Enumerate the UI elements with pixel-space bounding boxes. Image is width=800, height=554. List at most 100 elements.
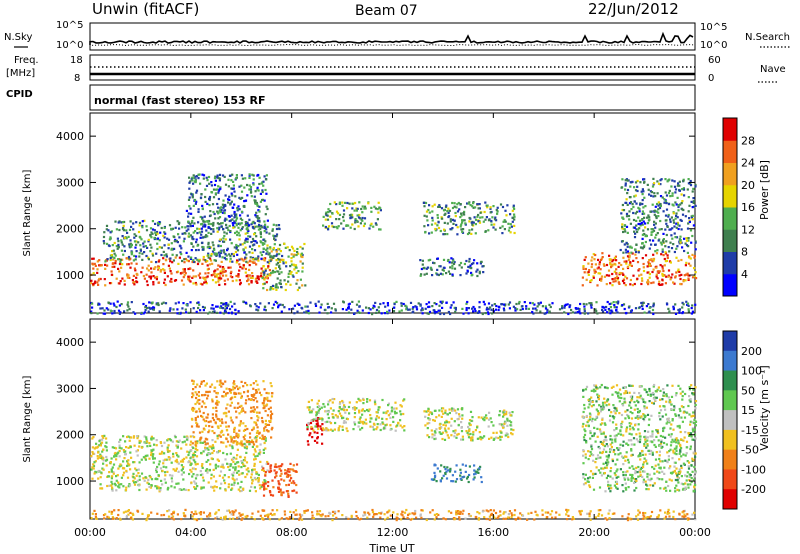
- power-echo-cell: [261, 276, 264, 279]
- power-echo-cell: [474, 223, 477, 226]
- velocity-echo-cell: [200, 436, 203, 439]
- velocity-echo-cell: [172, 468, 175, 471]
- power-echo-cell: [204, 225, 207, 228]
- power-echo-cell: [430, 223, 434, 226]
- power-echo-cell: [655, 233, 658, 236]
- power-echo-cell: [162, 268, 165, 271]
- velocity-echo-cell: [505, 432, 508, 435]
- velocity-echo-cell: [225, 407, 228, 410]
- power-echo-cell: [233, 203, 236, 206]
- power-echo-cell: [489, 206, 492, 209]
- power-echo-cell: [615, 306, 618, 309]
- velocity-echo-cell: [232, 385, 235, 388]
- power-echo-cell: [213, 177, 217, 180]
- velocity-echo-cell: [449, 467, 452, 470]
- power-echo-cell: [670, 185, 673, 188]
- power-echo-cell: [191, 176, 194, 179]
- velocity-echo-cell: [312, 429, 315, 432]
- velocity-echo-cell: [129, 436, 133, 439]
- power-echo-cell: [655, 216, 658, 220]
- velocity-echo-cell: [589, 415, 592, 418]
- power-echo-cell: [96, 281, 99, 284]
- power-echo-cell: [639, 203, 642, 206]
- velocity-echo-cell: [269, 420, 272, 423]
- power-echo-cell: [194, 230, 197, 233]
- power-echo-cell: [240, 222, 243, 225]
- power-echo-cell: [435, 303, 438, 306]
- power-echo-cell: [210, 191, 214, 194]
- power-echo-cell: [439, 265, 442, 268]
- power-echo-cell: [346, 201, 349, 205]
- power-echo-cell: [650, 243, 653, 246]
- power-echo-cell: [182, 283, 185, 286]
- velocity-echo-cell: [219, 435, 222, 438]
- power-echo-cell: [146, 307, 149, 310]
- power-echo-cell: [277, 257, 280, 261]
- power-echo-cell: [153, 229, 156, 232]
- velocity-echo-cell: [228, 388, 231, 391]
- power-echo-cell: [629, 283, 632, 286]
- power-echo-cell: [679, 282, 682, 286]
- power-echo-cell: [219, 311, 222, 314]
- velocity-echo-cell: [691, 438, 694, 441]
- power-echo-cell: [333, 201, 336, 204]
- power-echo-cell: [476, 268, 479, 271]
- velocity-echo-cell: [610, 445, 613, 449]
- power-echo-cell: [228, 253, 231, 256]
- power-echo-cell: [145, 229, 149, 232]
- velocity-echo-cell: [232, 471, 235, 474]
- power-echo-cell: [232, 224, 235, 227]
- power-echo-cell: [235, 279, 238, 282]
- velocity-echo-cell: [158, 452, 161, 455]
- velocity-echo-cell: [606, 462, 609, 466]
- power-echo-cell: [264, 309, 267, 312]
- power-echo-cell: [372, 225, 375, 228]
- velocity-echo-cell: [136, 437, 139, 440]
- power-echo-cell: [597, 272, 600, 275]
- power-echo-cell: [503, 303, 506, 306]
- velocity-echo-cell: [253, 458, 256, 461]
- power-echo-cell: [670, 276, 673, 279]
- power-echo-cell: [691, 304, 694, 307]
- velocity-echo-cell: [237, 402, 240, 405]
- velocity-echo-cell: [98, 444, 101, 447]
- power-echo-cell: [594, 263, 597, 266]
- power-echo-cell: [622, 273, 625, 276]
- velocity-echo-cell: [639, 458, 642, 461]
- power-echo-cell: [120, 221, 123, 224]
- velocity-echo-cell: [353, 421, 356, 424]
- velocity-echo-cell: [180, 464, 183, 467]
- velocity-echo-cell: [115, 479, 118, 482]
- power-echo-cell: [111, 265, 114, 268]
- power-echo-cell: [587, 273, 590, 276]
- power-echo-cell: [666, 180, 669, 183]
- power-echo-cell: [543, 312, 546, 315]
- velocity-echo-cell: [479, 435, 482, 439]
- velocity-echo-cell: [368, 399, 372, 402]
- power-echo-cell: [156, 237, 160, 240]
- velocity-echo-cell: [587, 406, 590, 409]
- power-echo-cell: [137, 241, 140, 244]
- power-echo-cell: [266, 244, 269, 247]
- power-echo-cell: [681, 312, 684, 315]
- power-echo-cell: [255, 308, 258, 311]
- power-echo-cell: [692, 200, 695, 203]
- power-echo-cell: [279, 250, 282, 253]
- power-echo-cell: [232, 226, 235, 229]
- power-echo-cell: [663, 257, 666, 261]
- power-echo-cell: [265, 231, 268, 234]
- power-echo-cell: [370, 210, 373, 213]
- power-echo-cell: [277, 224, 281, 227]
- power-echo-cell: [121, 227, 125, 230]
- power-echo-cell: [692, 201, 695, 204]
- velocity-echo-cell: [215, 480, 218, 483]
- velocity-echo-cell: [265, 398, 268, 401]
- velocity-echo-cell: [316, 402, 319, 405]
- power-echo-cell: [632, 218, 636, 222]
- power-echo-cell: [421, 307, 424, 310]
- power-echo-cell: [674, 236, 677, 239]
- power-echo-cell: [279, 282, 282, 285]
- velocity-echo-cell: [256, 419, 259, 422]
- power-echo-cell: [203, 223, 206, 226]
- power-echo-cell: [213, 248, 216, 251]
